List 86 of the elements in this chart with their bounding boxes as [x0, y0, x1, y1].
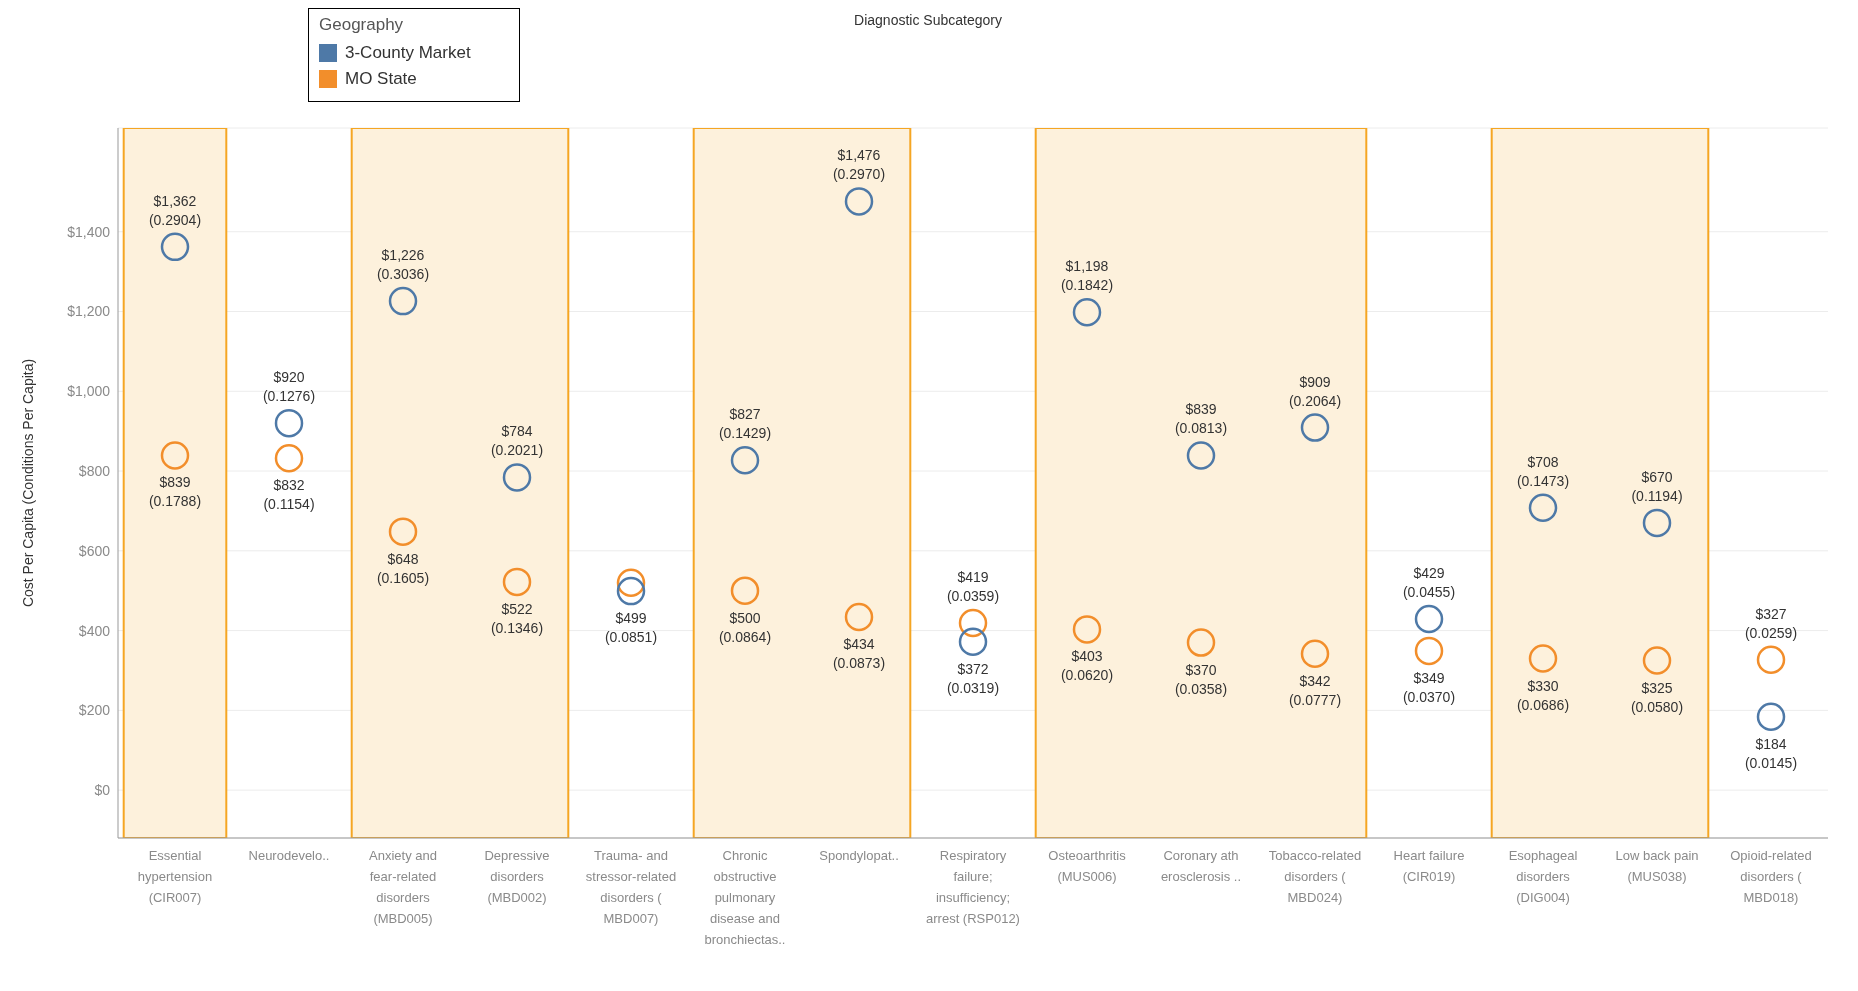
y-tick-label: $600: [78, 542, 111, 559]
data-label: $909 (0.2064): [1288, 373, 1342, 409]
data-label: $372 (0.0319): [946, 660, 1000, 696]
data-label: $708 (0.1473): [1516, 453, 1570, 489]
x-tick-label: Chronic obstructive pulmonary disease and bronchiectas..: [704, 848, 786, 947]
text: Diagnostic Subcategory: [854, 12, 1002, 28]
point: [844, 602, 874, 632]
point: [1528, 644, 1558, 673]
data-label: $327 (0.0259): [1744, 605, 1798, 641]
y-tick-label: $400: [78, 622, 111, 639]
data-label: $419 (0.0359): [946, 569, 1000, 605]
point: [502, 463, 532, 492]
x-tick-label: Respiratory failure; insufficiency; arrest (RSP012): [926, 848, 1020, 926]
point: [958, 627, 988, 656]
x-tick-label: Heart failure (CIR019): [1393, 848, 1465, 884]
data-label: $832 (0.1154): [263, 477, 315, 513]
point: [730, 576, 760, 605]
point: [1186, 441, 1216, 470]
y-tick-label: $800: [78, 463, 111, 479]
point: [1642, 646, 1672, 675]
data-label: $1,198 (0.1842): [1060, 258, 1114, 294]
data-label: $522 (0.1346): [490, 600, 544, 636]
point: [388, 286, 418, 316]
data-label: $839 (0.1788): [148, 474, 202, 510]
point: [502, 567, 532, 597]
point: [1300, 639, 1330, 668]
point: [1414, 636, 1444, 666]
point: [1528, 493, 1558, 522]
data-label: $839 (0.0813): [1174, 401, 1228, 437]
x-tick-label: Osteoarthritis (MUS006): [1048, 848, 1127, 884]
data-label: $403 (0.0620): [1060, 648, 1114, 684]
x-tick-label: Coronary ath erosclerosis ..: [1160, 848, 1242, 884]
x-tick-label: Neurodevelo..: [248, 848, 330, 863]
x-tick-label: Essential hypertension (CIR007): [137, 848, 213, 905]
point: [844, 187, 874, 216]
x-tick-label: Low back pain (MUS038): [1615, 848, 1699, 884]
x-tick-label: Spondylopat..: [819, 848, 899, 863]
point: [616, 576, 646, 606]
x-tick-label: Opioid-related disorders ( MBD018): [1730, 848, 1812, 905]
legend-title: Geography: [319, 15, 405, 35]
point: [274, 408, 304, 438]
data-label: $920 (0.1276): [262, 369, 316, 405]
point: [1186, 628, 1216, 657]
data-label: $325 (0.0580): [1630, 679, 1684, 715]
data-label: $370 (0.0358): [1174, 661, 1228, 697]
data-label: $670 (0.1194): [1631, 468, 1683, 504]
x-tick-label: Depressive disorders (MBD002): [484, 848, 550, 905]
legend-label: MO State: [345, 69, 417, 89]
data-label: $1,226 (0.3036): [376, 247, 430, 283]
y-tick-label: $1,400: [67, 223, 111, 240]
data-label: $500 (0.0864): [718, 609, 772, 645]
point: [388, 517, 418, 546]
data-label: $342 (0.0777): [1288, 672, 1342, 708]
data-label: $434 (0.0873): [832, 636, 886, 672]
x-tick-label: Tobacco-related disorders ( MBD024): [1268, 848, 1362, 905]
data-label: $827 (0.1429): [718, 406, 772, 442]
data-label: $784 (0.2021): [490, 423, 544, 459]
point: [1642, 508, 1672, 538]
data-label: $1,476 (0.2970): [832, 147, 886, 183]
point: [730, 446, 760, 475]
data-label: $648 (0.1605): [376, 550, 430, 586]
point: [1756, 645, 1786, 674]
point: [274, 444, 304, 473]
point: [1300, 413, 1330, 442]
point: [1414, 604, 1444, 634]
legend-label: 3-County Market: [345, 43, 471, 63]
y-tick-label: $0: [94, 782, 111, 799]
point: [1072, 615, 1102, 644]
point: [160, 441, 190, 470]
point: [958, 608, 988, 638]
y-axis-title: Cost Per Capita (Conditions Per Capita): [19, 358, 36, 608]
data-label: $499 (0.0851): [604, 610, 658, 646]
x-tick-label: Trauma- and stressor-related disorders ( MBD007): [585, 848, 677, 926]
data-label: $1,362 (0.2904): [148, 192, 202, 228]
data-label: $184 (0.0145): [1744, 735, 1798, 771]
x-tick-label: Anxiety and fear-related disorders (MBD005): [369, 848, 437, 926]
point: [1072, 298, 1102, 327]
point: [1756, 702, 1786, 731]
x-tick-label: Esophageal disorders (DIG004): [1508, 848, 1578, 905]
y-tick-label: $200: [78, 702, 111, 719]
data-label: $429 (0.0455): [1402, 565, 1456, 601]
y-tick-label: $1,200: [67, 303, 111, 320]
data-label: $330 (0.0686): [1516, 677, 1570, 713]
data-label: $349 (0.0370): [1402, 669, 1456, 705]
point: [160, 232, 190, 262]
y-tick-label: $1,000: [67, 383, 111, 400]
